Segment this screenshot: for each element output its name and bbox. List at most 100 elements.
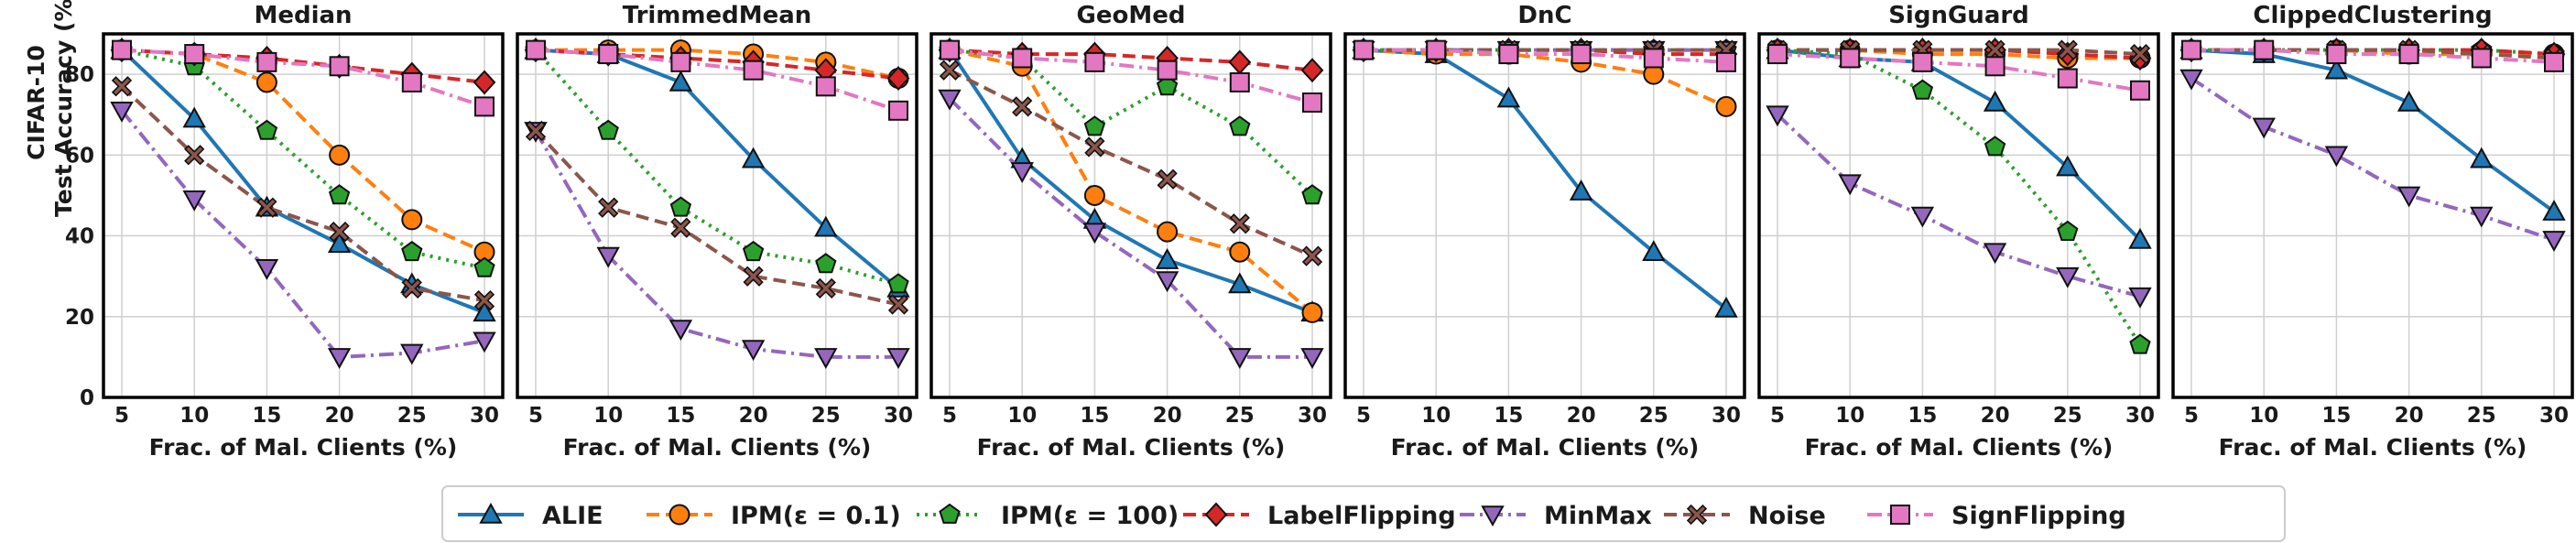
panel-median: Median 5 10 15 20 25 30 Frac. of Mal. Clients (… [65, 2, 505, 461]
data-point [473, 331, 496, 353]
panel-frame [102, 32, 505, 399]
series-line [948, 97, 1312, 359]
data-point [1084, 51, 1105, 72]
plot-area [1759, 34, 2158, 397]
x-tick-label: 25 [1225, 404, 1255, 428]
data-point [670, 217, 691, 238]
x-tick-label: 5 [114, 404, 129, 428]
panel-title: Median [254, 2, 352, 29]
series-line [949, 48, 1313, 104]
data-point [814, 215, 838, 237]
data-point [255, 119, 278, 140]
data-point [1643, 48, 1664, 69]
data-point [184, 44, 205, 65]
plot-area [1345, 34, 1745, 397]
data-point [1300, 58, 1324, 83]
series-minmax [110, 102, 496, 369]
data-point [401, 240, 423, 262]
data-point [1714, 296, 1738, 318]
data-point [525, 120, 547, 142]
data-point [669, 196, 692, 217]
data-point [2129, 333, 2151, 354]
data-point [1911, 79, 1934, 100]
x-tick-label: 10 [1421, 404, 1451, 428]
data-point [886, 66, 910, 92]
data-point [2057, 220, 2079, 241]
legend-marker [1481, 505, 1505, 527]
data-point [596, 246, 620, 268]
series-line [121, 48, 485, 109]
data-point [2470, 206, 2494, 228]
data-point [1301, 301, 1323, 323]
data-point [1715, 95, 1737, 117]
x-tick-label: 20 [739, 404, 768, 428]
y-tick-label: 80 [65, 63, 94, 87]
data-point [2324, 58, 2349, 80]
panel-title: DnC [1517, 2, 1571, 29]
series-line [536, 48, 899, 81]
legend-entry-ipm-eps-100: IPM(ε = 100) [917, 502, 1179, 530]
series-minmax [938, 89, 1324, 369]
series-line [1363, 48, 1727, 109]
legend-entry-ipm-eps-0-1: IPM(ε = 0.1) [647, 502, 901, 530]
data-point [473, 300, 496, 322]
data-point [939, 60, 961, 81]
series-line [949, 48, 1314, 197]
series-signflipping [1353, 39, 1736, 72]
data-point [1912, 51, 1933, 72]
data-point [670, 51, 691, 72]
data-point [112, 39, 132, 60]
data-point [743, 266, 764, 287]
legend-entry-minmax: MinMax [1460, 502, 1652, 530]
data-point [111, 76, 133, 97]
data-point [1157, 221, 1179, 243]
data-point [1010, 162, 1034, 184]
series-signflipping [2181, 39, 2564, 72]
legend-marker [1686, 504, 1708, 526]
panel-frame [1757, 32, 2160, 399]
plot-area [2173, 34, 2572, 397]
data-point [1156, 75, 1179, 96]
data-point [473, 289, 495, 311]
series-noise [939, 60, 1323, 266]
data-point [1082, 223, 1107, 244]
data-point [887, 273, 909, 294]
series-minmax [1766, 105, 2152, 309]
data-point [256, 197, 277, 218]
x-tick-label: 10 [1007, 404, 1037, 428]
data-point [329, 144, 351, 166]
data-point [1229, 115, 1251, 136]
y-tick-label: 40 [65, 225, 94, 249]
data-point [1302, 92, 1322, 113]
legend-entry-labelflipping: LabelFlipping [1183, 502, 1456, 530]
panel-title: TrimmedMean [623, 2, 812, 29]
panel-clippedclustering: ClippedClustering 5 10 15 20 25 30 Frac. of Mal… [2171, 2, 2574, 461]
legend-entry-signflipping: SignFlipping [1867, 502, 2126, 530]
x-tick-label: 25 [397, 404, 427, 428]
series-line [120, 109, 485, 359]
series-signflipping [112, 39, 495, 117]
x-tick-label: 30 [1298, 404, 1327, 428]
legend-label: MinMax [1544, 502, 1652, 530]
data-point [1155, 271, 1179, 293]
series-line [949, 68, 1313, 258]
data-point [184, 145, 205, 166]
data-point [329, 221, 350, 243]
legend-entry-alie: ALIE [458, 502, 603, 530]
data-point [1229, 213, 1250, 234]
data-point [598, 44, 619, 65]
data-point [1984, 136, 2006, 157]
x-axis-label: Frac. of Mal. Clients (%) [2219, 434, 2527, 461]
series-line [2190, 48, 2556, 213]
series-signflipping [940, 39, 1322, 113]
data-point [1838, 174, 1862, 196]
x-tick-label: 5 [2184, 404, 2199, 428]
panel-geomed: GeoMed 5 10 15 20 25 30 Frac. of Mal. Clients (… [929, 2, 1332, 461]
data-point [2130, 80, 2150, 101]
data-point [182, 190, 206, 212]
series-line [1777, 48, 2141, 57]
data-point [1083, 184, 1105, 206]
data-point [1157, 60, 1178, 81]
series-line [1364, 48, 1727, 64]
